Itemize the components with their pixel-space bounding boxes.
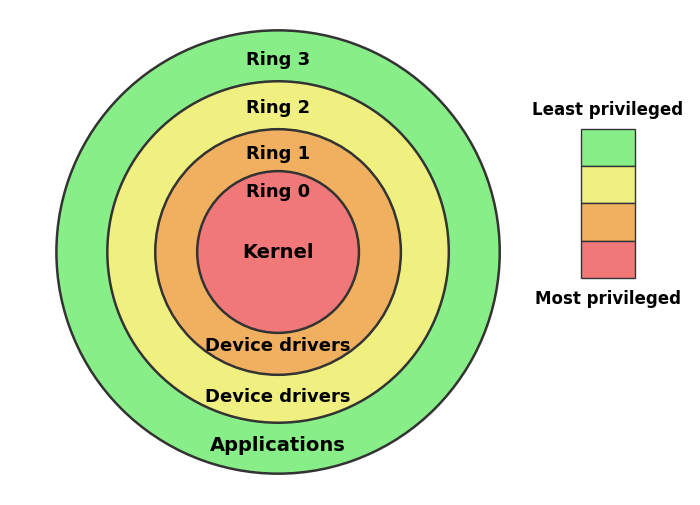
Bar — [580, 241, 634, 278]
Bar — [580, 167, 634, 204]
Text: Ring 2: Ring 2 — [246, 99, 310, 117]
Text: Device drivers: Device drivers — [205, 387, 351, 405]
Text: Most privileged: Most privileged — [535, 289, 680, 307]
Bar — [580, 204, 634, 241]
Text: Least privileged: Least privileged — [532, 101, 683, 119]
Text: Kernel: Kernel — [242, 243, 314, 262]
Bar — [580, 130, 634, 167]
Text: Applications: Applications — [210, 435, 346, 454]
Ellipse shape — [197, 172, 359, 333]
Text: Ring 1: Ring 1 — [246, 145, 310, 163]
Text: Ring 0: Ring 0 — [246, 182, 310, 200]
Text: Ring 3: Ring 3 — [246, 51, 310, 69]
Ellipse shape — [57, 31, 500, 474]
Ellipse shape — [155, 130, 401, 375]
Ellipse shape — [107, 82, 449, 423]
Text: Device drivers: Device drivers — [205, 336, 351, 354]
